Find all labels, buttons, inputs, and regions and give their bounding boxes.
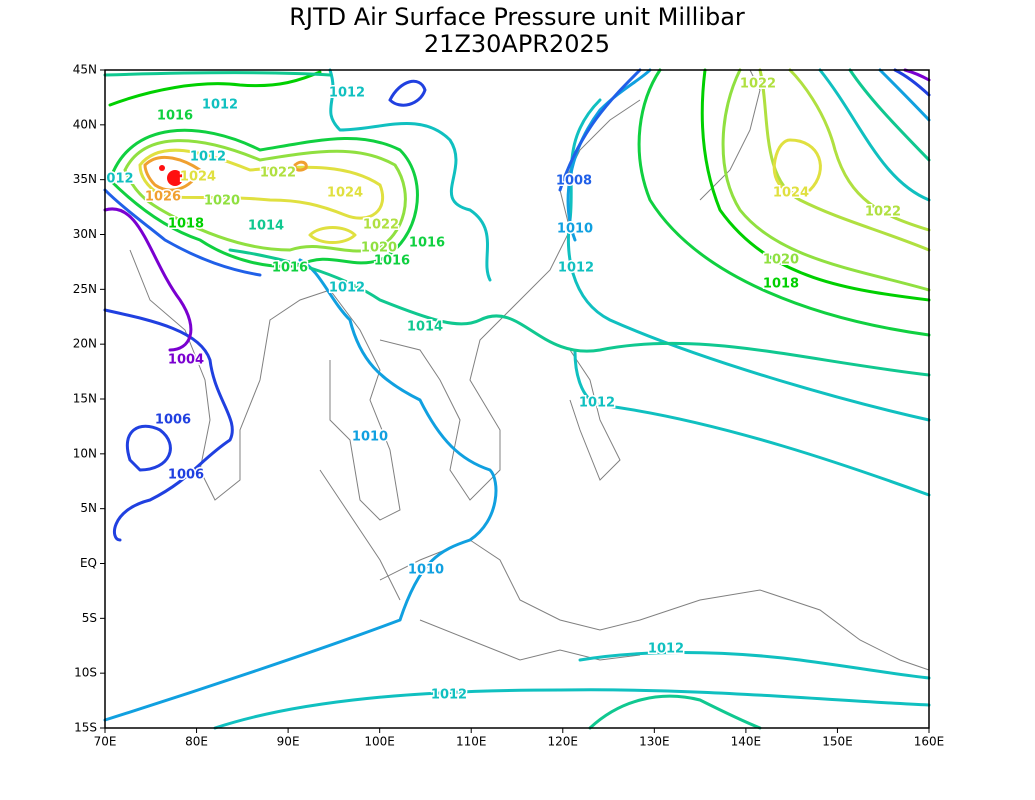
y-tick-label: 15N	[73, 392, 97, 406]
y-tick-label: 40N	[73, 117, 97, 131]
contour-label: 1012	[648, 642, 684, 657]
map-subtitle: 21Z30APR2025	[424, 30, 610, 58]
contour-label: 1006	[168, 468, 204, 483]
contour-label: 012	[106, 172, 133, 187]
contour-label: 1008	[556, 174, 592, 189]
y-tick-label: 35N	[73, 172, 97, 186]
contour-labels: 1012 1016 1012 1022 1012 1024 1022 1008 012 1024 1…	[105, 75, 903, 704]
high-center	[167, 170, 183, 186]
x-tick-label: 100E	[364, 735, 395, 749]
contour-label: 1016	[272, 261, 308, 276]
contour-label: 1012	[431, 688, 467, 703]
contour-label: 1006	[155, 413, 191, 428]
contour-label: 1026	[145, 190, 181, 205]
high-center	[159, 165, 165, 171]
contour-label: 1012	[190, 150, 226, 165]
contour-label: 1020	[763, 253, 799, 268]
contour-label: 1024	[773, 186, 809, 201]
y-tick-label: 20N	[73, 337, 97, 351]
contour-label: 1014	[248, 219, 284, 234]
x-tick-label: 160E	[914, 735, 945, 749]
x-tick-label: 110E	[456, 735, 487, 749]
y-tick-label: EQ	[80, 556, 97, 570]
contour-label: 1012	[558, 261, 594, 276]
y-tick-label: 5N	[80, 501, 97, 515]
y-tick-label: 10S	[74, 666, 97, 680]
contour-label: 1022	[363, 218, 399, 233]
x-tick-label: 90E	[277, 735, 300, 749]
contour-label: 1012	[579, 396, 615, 411]
y-tick-label: 25N	[73, 282, 97, 296]
isobars	[103, 68, 931, 730]
contour-label: 1018	[168, 217, 204, 232]
contour-label: 1012	[202, 98, 238, 113]
contour-label: 1020	[361, 241, 397, 256]
x-tick-label: 140E	[731, 735, 762, 749]
x-tick-label: 150E	[822, 735, 853, 749]
y-tick-label: 15S	[74, 721, 97, 735]
coastlines	[129, 69, 930, 671]
contour-label: 1024	[180, 170, 216, 185]
contour-label: 1022	[865, 205, 901, 220]
contour-label: 1022	[740, 77, 776, 92]
map-title: RJTD Air Surface Pressure unit Millibar	[289, 3, 745, 31]
y-tick-label: 10N	[73, 446, 97, 460]
contour-label: 1022	[260, 166, 296, 181]
contour-label: 1010	[352, 430, 388, 445]
contour-label: 1016	[157, 109, 193, 124]
y-tick-label: 45N	[73, 63, 97, 77]
contour-label: 1010	[557, 222, 593, 237]
x-tick-label: 80E	[185, 735, 208, 749]
contour-label: 1016	[409, 236, 445, 251]
contour-label: 1004	[168, 353, 204, 368]
contour-label: 1020	[204, 194, 240, 209]
contour-label: 1024	[327, 186, 363, 201]
contour-label: 1014	[407, 320, 443, 335]
y-tick-label: 30N	[73, 227, 97, 241]
contour-label: 1010	[408, 563, 444, 578]
contour-label: 1018	[763, 277, 799, 292]
contour-label: 1012	[329, 86, 365, 101]
y-tick-label: 5S	[82, 611, 97, 625]
contour-label: 1012	[329, 281, 365, 296]
x-tick-label: 70E	[94, 735, 117, 749]
contour-label: 1016	[374, 254, 410, 269]
x-tick-label: 130E	[639, 735, 670, 749]
x-tick-label: 120E	[548, 735, 579, 749]
